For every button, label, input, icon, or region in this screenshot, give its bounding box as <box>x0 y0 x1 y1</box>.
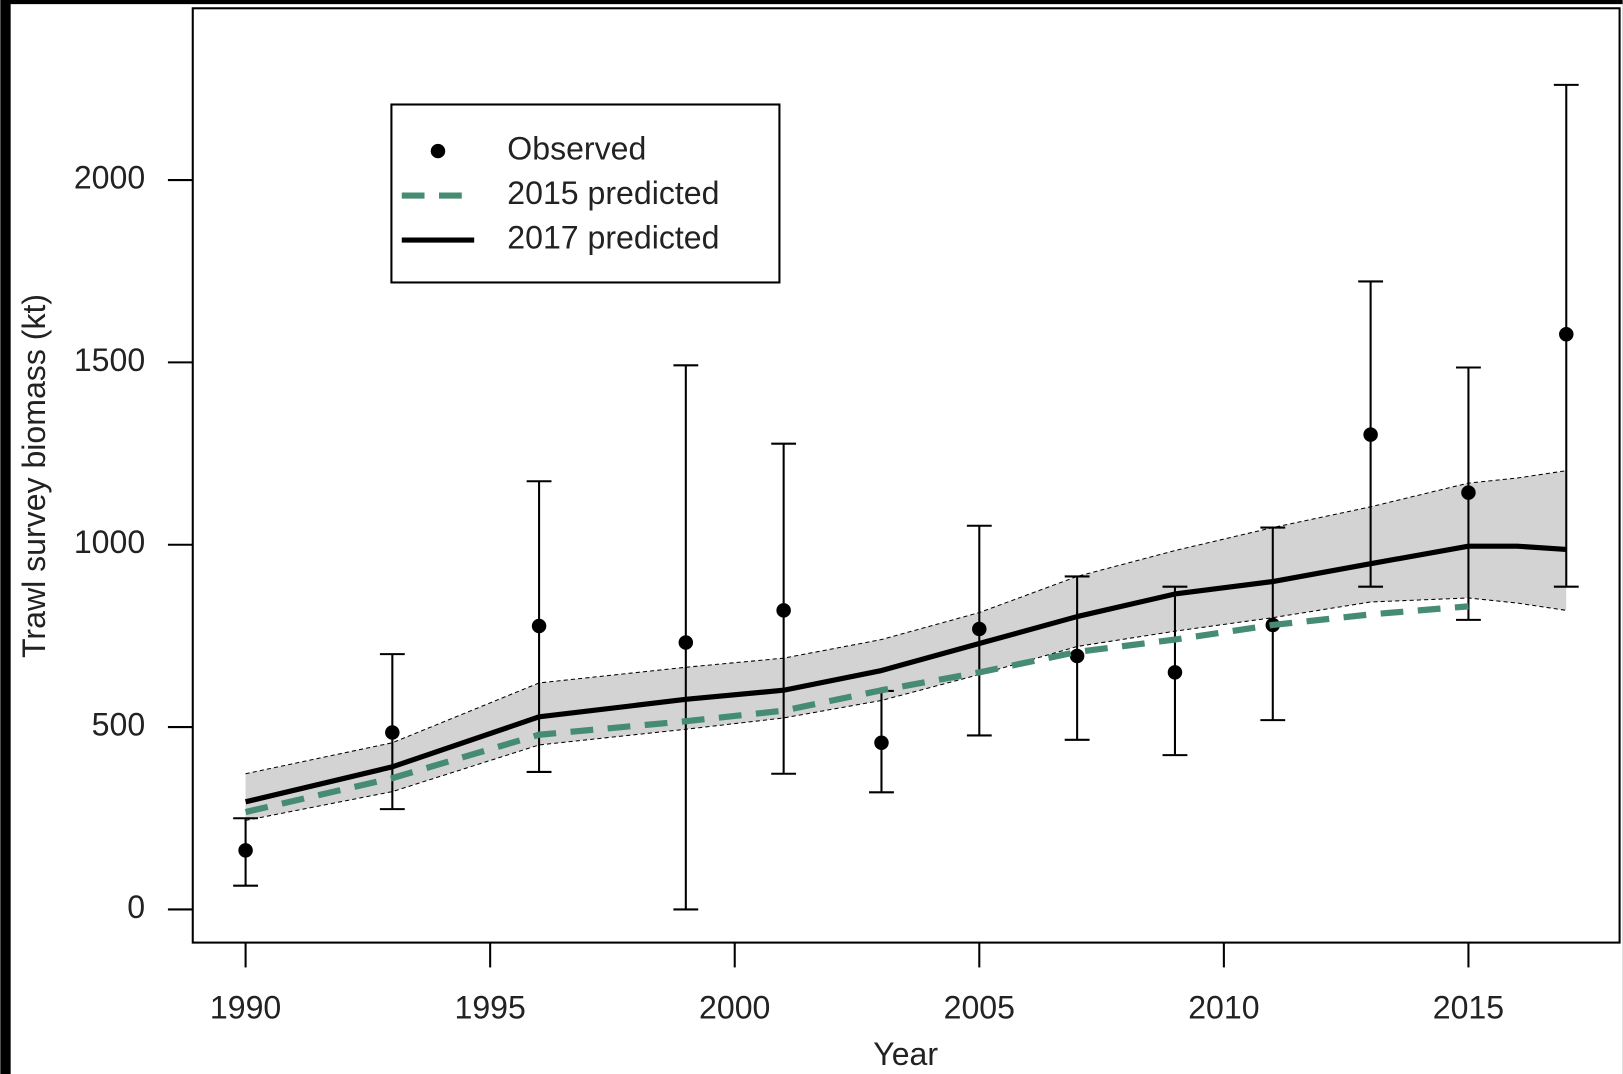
legend-label: 2015 predicted <box>507 175 719 211</box>
predicted-line <box>244 543 1567 805</box>
x-tick-label: 1990 <box>210 989 281 1025</box>
observed-point <box>1167 665 1183 680</box>
band-edge <box>245 597 1567 821</box>
y-tick-label: 2000 <box>74 160 145 196</box>
observed-point <box>776 603 791 618</box>
x-tick-label: 2005 <box>944 989 1015 1025</box>
x-tick-label: 1995 <box>454 989 525 1025</box>
y-tick-label: 1500 <box>74 342 145 378</box>
y-tick-label: 0 <box>127 889 145 925</box>
y-tick-label: 1000 <box>74 524 145 560</box>
observed-point <box>385 725 400 740</box>
observed-point <box>531 618 547 634</box>
observed-point <box>1461 485 1476 500</box>
y-tick-label: 500 <box>92 707 145 743</box>
predicted-line <box>244 603 1469 816</box>
observed-point <box>874 735 889 750</box>
observed-point <box>1069 648 1085 664</box>
x-axis-label: Year <box>873 1036 938 1072</box>
legend-marker <box>430 143 446 159</box>
observed-point <box>238 843 253 858</box>
band-edge <box>245 470 1567 775</box>
observed-point <box>678 635 694 650</box>
x-tick-label: 2015 <box>1433 989 1504 1025</box>
observed-point <box>972 621 987 637</box>
observed-point <box>1559 327 1574 342</box>
x-tick-label: 2000 <box>699 989 770 1025</box>
legend-label: 2017 predicted <box>507 220 719 256</box>
observed-point <box>1363 427 1378 442</box>
plot-box <box>191 7 1621 944</box>
x-tick-label: 2010 <box>1188 989 1259 1025</box>
y-axis-label: Trawl survey biomass (kt) <box>16 294 52 658</box>
legend-label: Observed <box>507 131 646 167</box>
